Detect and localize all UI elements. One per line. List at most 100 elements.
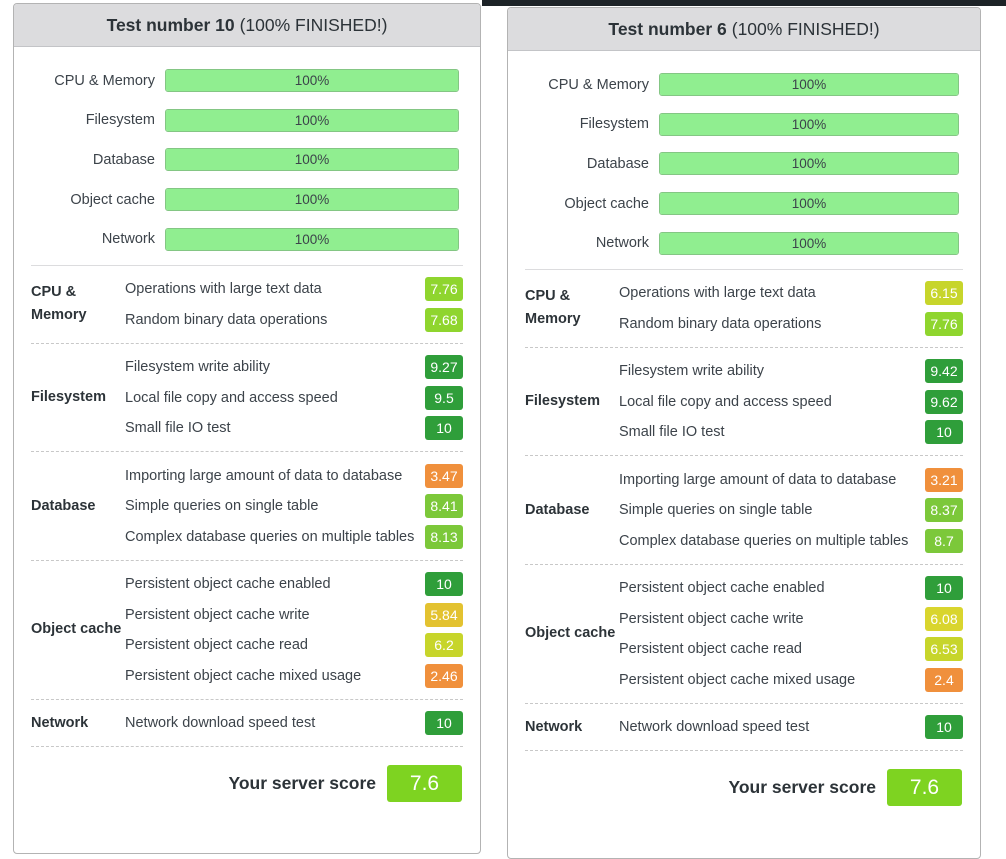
test-row: Persistent object cache write 5.84 <box>125 599 463 630</box>
progress-label: Database <box>92 151 155 168</box>
test-result-panel-10: Test number 10 (100% FINISHED!) CPU & Me… <box>13 3 481 854</box>
progress-list: CPU & Memory 100% Filesystem 100% Databa… <box>525 51 963 270</box>
progress-text: 100% <box>294 73 330 89</box>
progress-fill <box>166 109 458 131</box>
server-score-row: Your server score 7.6 <box>525 751 963 807</box>
server-score-badge: 7.6 <box>887 769 962 807</box>
server-score-label: Your server score <box>228 773 376 794</box>
test-row: Persistent object cache mixed usage 2.46 <box>125 660 463 691</box>
test-name: Operations with large text data <box>619 285 816 302</box>
progress-bar: 100% <box>659 152 959 176</box>
test-name: Persistent object cache read <box>125 637 308 654</box>
progress-row-object-cache: Object cache 100% <box>525 184 963 224</box>
group-object-cache: Object cache Persistent object cache ena… <box>525 565 963 704</box>
score-badge: 10 <box>425 572 463 597</box>
server-score-row: Your server score 7.6 <box>31 747 463 803</box>
test-row: Importing large amount of data to databa… <box>125 460 463 491</box>
progress-text: 100% <box>294 112 330 128</box>
test-name: Simple queries on single table <box>125 498 319 515</box>
progress-fill <box>660 74 958 96</box>
progress-label: Filesystem <box>85 112 155 129</box>
group-name: Database <box>31 497 96 514</box>
server-score-label: Your server score <box>728 777 876 798</box>
score-badge: 8.13 <box>425 524 463 549</box>
progress-label: Network <box>595 235 649 252</box>
window-top-bar <box>482 0 1006 6</box>
progress-label: CPU & Memory <box>548 76 649 93</box>
server-score-badge: 7.6 <box>387 765 462 803</box>
progress-bar: 100% <box>165 108 459 132</box>
group-name: Object cache <box>31 621 122 638</box>
progress-label: Filesystem <box>579 116 649 133</box>
panel-title: Test number 10 <box>106 14 235 35</box>
test-name: Simple queries on single table <box>619 502 813 519</box>
group-name: CPU & Memory <box>525 288 581 328</box>
group-name: Network <box>31 714 89 731</box>
test-name: Complex database queries on multiple tab… <box>619 532 909 549</box>
score-badge: 10 <box>425 416 463 441</box>
test-row: Operations with large text data 6.15 <box>619 278 963 309</box>
progress-fill <box>166 149 458 171</box>
group-name: Database <box>525 501 590 518</box>
progress-row-cpu-memory: CPU & Memory 100% <box>31 61 463 101</box>
test-row: Persistent object cache enabled 10 <box>125 569 463 600</box>
test-name: Importing large amount of data to databa… <box>125 467 403 484</box>
test-name: Complex database queries on multiple tab… <box>125 528 415 545</box>
group-database: Database Importing large amount of data … <box>31 452 463 561</box>
progress-row-database: Database 100% <box>31 140 463 180</box>
score-badge: 6.15 <box>925 281 963 306</box>
progress-text: 100% <box>791 156 827 172</box>
progress-row-network: Network 100% <box>31 219 463 259</box>
score-badge: 6.08 <box>925 606 963 631</box>
group-name: CPU & Memory <box>31 284 87 324</box>
test-row: Filesystem write ability 9.27 <box>125 352 463 383</box>
progress-bar: 100% <box>165 148 459 172</box>
score-badge: 5.84 <box>425 602 463 627</box>
test-name: Importing large amount of data to databa… <box>619 471 897 488</box>
score-badge: 3.47 <box>425 463 463 488</box>
test-name: Local file copy and access speed <box>619 393 832 410</box>
test-row: Persistent object cache enabled 10 <box>619 573 963 604</box>
score-badge: 2.4 <box>925 667 963 692</box>
test-name: Random binary data operations <box>619 315 822 332</box>
score-badge: 10 <box>925 576 963 601</box>
test-row: Local file copy and access speed 9.5 <box>125 382 463 413</box>
score-badge: 9.42 <box>925 359 963 384</box>
score-badge: 8.7 <box>925 528 963 553</box>
test-row: Complex database queries on multiple tab… <box>619 525 963 556</box>
group-name: Filesystem <box>31 389 106 406</box>
progress-label: Network <box>101 231 155 248</box>
test-name: Persistent object cache enabled <box>125 576 331 593</box>
progress-text: 100% <box>294 192 330 208</box>
test-name: Persistent object cache mixed usage <box>619 671 856 688</box>
test-name: Persistent object cache enabled <box>619 580 825 597</box>
progress-list: CPU & Memory 100% Filesystem 100% Databa… <box>31 47 463 266</box>
progress-bar: 100% <box>165 69 459 93</box>
test-name: Filesystem write ability <box>619 363 765 380</box>
score-badge: 9.62 <box>925 389 963 414</box>
progress-text: 100% <box>294 231 330 247</box>
score-badge: 10 <box>925 715 963 740</box>
score-badge: 7.76 <box>425 277 463 302</box>
progress-fill <box>660 113 958 135</box>
score-badge: 7.76 <box>925 311 963 336</box>
group-name: Filesystem <box>525 393 600 410</box>
progress-row-filesystem: Filesystem 100% <box>31 101 463 141</box>
group-object-cache: Object cache Persistent object cache ena… <box>31 561 463 700</box>
panel-status: (100% FINISHED!) <box>239 14 388 35</box>
test-name: Local file copy and access speed <box>125 389 338 406</box>
test-row: Persistent object cache mixed usage 2.4 <box>619 664 963 695</box>
test-name: Persistent object cache write <box>125 606 310 623</box>
progress-label: Database <box>586 155 649 172</box>
progress-fill <box>660 193 958 215</box>
panel-header: Test number 10 (100% FINISHED!) <box>14 4 480 47</box>
test-name: Persistent object cache mixed usage <box>125 667 362 684</box>
test-row: Simple queries on single table 8.37 <box>619 495 963 526</box>
test-row: Small file IO test 10 <box>125 413 463 444</box>
score-badge: 7.68 <box>425 307 463 332</box>
test-row: Local file copy and access speed 9.62 <box>619 386 963 417</box>
progress-text: 100% <box>791 196 827 212</box>
test-row: Persistent object cache read 6.2 <box>125 630 463 661</box>
test-row: Network download speed test 10 <box>125 708 463 739</box>
progress-bar: 100% <box>659 192 959 216</box>
